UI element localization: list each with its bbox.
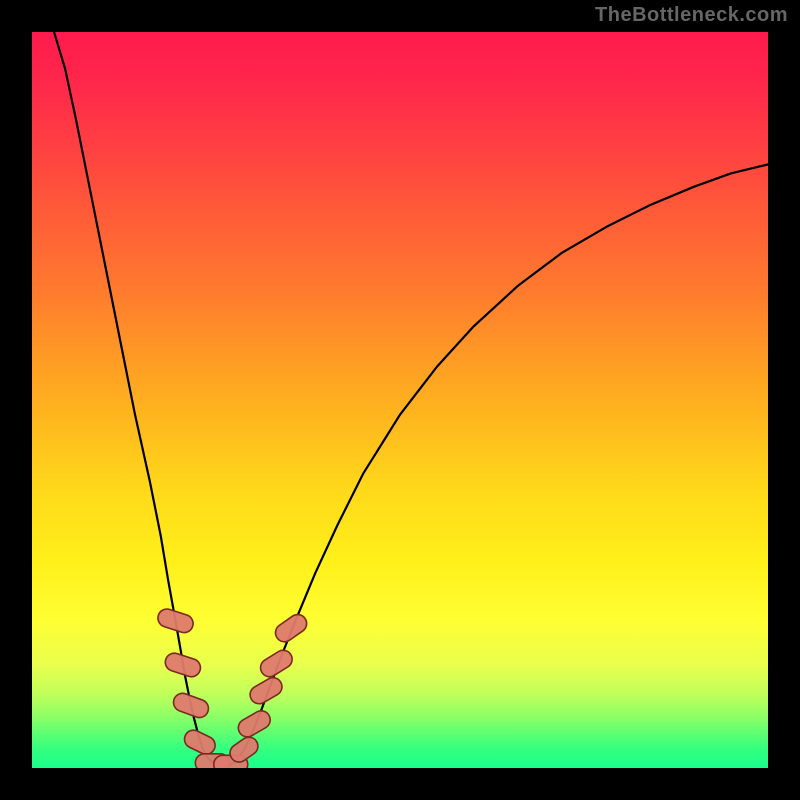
bottleneck-chart <box>0 0 800 800</box>
gradient-background <box>32 32 768 768</box>
chart-frame: TheBottleneck.com <box>0 0 800 800</box>
